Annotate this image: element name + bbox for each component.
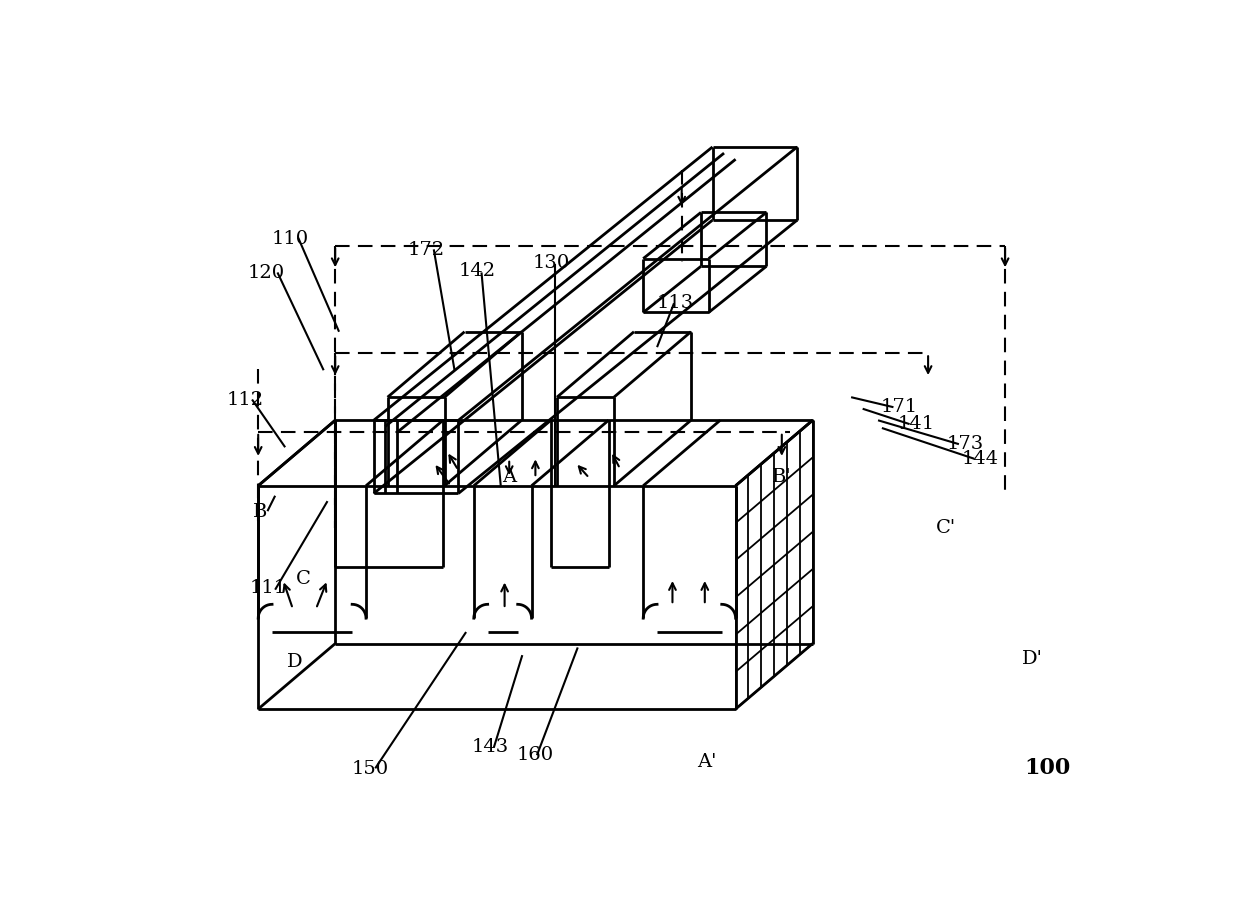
Text: 141: 141 [898,415,935,432]
Text: 160: 160 [517,745,554,763]
Text: 130: 130 [532,254,569,272]
Text: 112: 112 [227,391,264,409]
Text: 171: 171 [880,397,918,415]
Text: 144: 144 [962,449,999,467]
Text: A: A [502,468,516,486]
Text: 143: 143 [472,737,510,755]
Text: 120: 120 [248,263,285,281]
Text: B: B [253,503,268,520]
Text: 113: 113 [657,294,694,312]
Text: D: D [288,652,303,670]
Text: C': C' [936,518,956,537]
Text: 150: 150 [351,760,388,777]
Text: 110: 110 [272,230,309,248]
Text: 173: 173 [946,435,983,452]
Text: 100: 100 [1024,756,1070,778]
Text: 111: 111 [249,578,286,597]
Text: B': B' [773,468,791,486]
Text: C: C [295,569,310,588]
Text: 142: 142 [459,261,496,280]
Text: A': A' [697,752,715,771]
Text: D': D' [1022,650,1043,668]
Text: 172: 172 [408,241,445,259]
